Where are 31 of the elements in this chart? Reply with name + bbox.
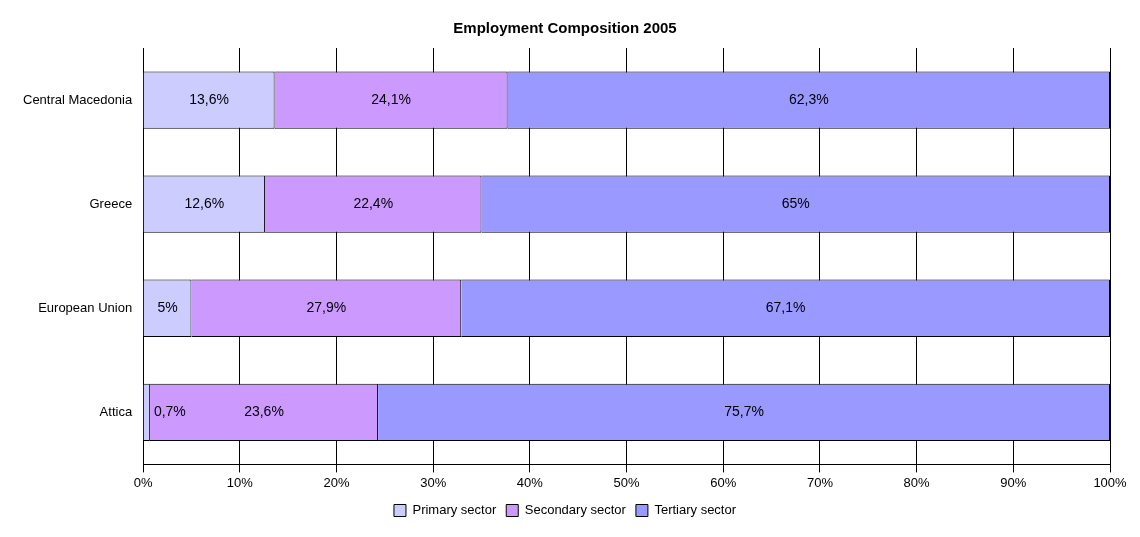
x-tick-label: 10% [226,474,254,490]
data-label: 12,6% [184,195,225,212]
data-label: 75,7% [724,403,764,420]
data-label: 65% [781,195,810,212]
y-tick-label: Attica [99,403,133,419]
x-tick-label: 60% [710,474,737,490]
x-tick-label: 100% [1093,474,1128,490]
legend-label: Tertiary sector [654,502,737,518]
data-label: 27,9% [306,299,347,316]
x-tick-label: 20% [323,474,350,490]
data-label: 23,6% [244,403,284,420]
legend-label: Primary sector [412,502,497,518]
x-tick-label: 50% [613,474,640,490]
x-tick-label: 30% [420,474,447,490]
x-tick-label: 40% [516,474,544,490]
data-label: 13,6% [189,90,229,107]
y-tick-label: Greece [89,195,133,211]
data-label: 5% [157,299,178,316]
y-tick-label: European Union [38,299,133,315]
x-tick-label: 90% [1000,474,1027,490]
y-tick-label: Central Macedonia [22,91,133,107]
data-label: 0,7% [153,403,186,420]
data-label: 67,1% [765,299,806,316]
chart-title: Employment Composition 2005 [453,19,677,37]
x-tick-label: 70% [806,474,834,490]
data-label: 22,4% [353,195,394,212]
x-tick-label: 0% [133,474,153,490]
data-label: 62,3% [788,90,829,107]
data-label: 24,1% [371,90,411,107]
x-tick-label: 80% [903,474,931,490]
legend-label: Secondary sector [524,502,627,518]
